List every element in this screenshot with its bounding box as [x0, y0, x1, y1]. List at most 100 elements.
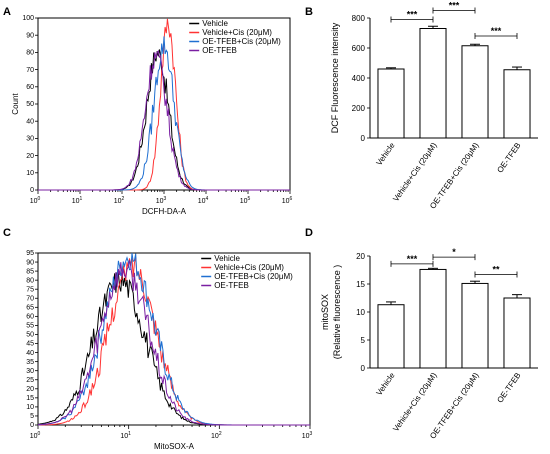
legend-entry: OE-TFEB+Cis (20μM) — [202, 37, 281, 46]
bar — [377, 68, 405, 139]
panel-label: C — [3, 227, 11, 239]
series-line — [38, 36, 290, 191]
series-line — [38, 50, 290, 191]
y-axis-title: DCF Fluorescence intensity — [330, 22, 340, 133]
y-tick-label: 25 — [26, 377, 34, 384]
y-tick-label: 85 — [26, 268, 34, 275]
y-tick-label: 60 — [26, 84, 34, 91]
y-tick-label: 90 — [26, 259, 34, 266]
significance-label: *** — [449, 1, 460, 11]
category-label: Vehicle — [374, 141, 396, 168]
y-tick-label: 80 — [26, 50, 34, 57]
y-tick-label: 55 — [26, 323, 34, 330]
y-tick-label: 90 — [26, 32, 34, 39]
bar — [461, 282, 489, 369]
y-tick-label: 30 — [26, 136, 34, 143]
x-tick-label: 101 — [120, 431, 131, 440]
x-tick-label: 100 — [30, 431, 41, 440]
x-tick-label: 101 — [72, 196, 83, 205]
bar — [461, 45, 489, 139]
legend-entry: Vehicle+Cis (20μM) — [202, 28, 272, 37]
y-tick-label: 45 — [26, 341, 34, 348]
y-tick-label: 60 — [26, 314, 34, 321]
x-tick-label: 103 — [156, 196, 167, 205]
y-tick-label: 20 — [356, 252, 365, 261]
panel-label: B — [305, 6, 313, 18]
y-axis-title: Count — [11, 93, 20, 115]
panel-label: D — [305, 227, 313, 239]
significance-label: ** — [492, 264, 500, 274]
bar — [419, 268, 447, 369]
panel-a: A 0 10 20 30 40 50 60 70 80 90 100 100 101 102 103 104 10… — [3, 6, 293, 216]
y-tick-label: 95 — [26, 250, 34, 257]
y-axis-title: mitoSOX — [320, 294, 330, 330]
significance-label: *** — [491, 26, 502, 36]
y-tick-label: 80 — [26, 277, 34, 284]
y-tick-label: 0 — [361, 134, 366, 143]
y-tick-label: 15 — [26, 395, 34, 402]
y-tick-label: 0 — [361, 364, 366, 373]
y-tick-label: 70 — [26, 67, 34, 74]
category-label: Vehicle — [374, 371, 396, 398]
x-tick-label: 106 — [282, 196, 293, 205]
legend-entry: Vehicle+Cis (20μM) — [214, 263, 284, 272]
y-tick-label: 10 — [356, 308, 365, 317]
category-label: Vehicle+Cis (20μM) — [391, 141, 439, 204]
legend-entry: Vehicle — [214, 254, 240, 263]
x-tick-label: 104 — [198, 196, 209, 205]
category-label: OE-TFEB+Cis (20μM) — [428, 141, 481, 211]
y-tick-label: 40 — [26, 350, 34, 357]
bar — [503, 297, 531, 369]
y-tick-label: 200 — [352, 104, 366, 113]
legend-entry: OE-TFEB — [214, 281, 249, 290]
panel-c: C 0 5 10 15 20 25 30 35 40 45 50 55 60 65 70 75 80 85 90 95 1… — [3, 227, 313, 451]
category-label: Vehicle+Cis (20μM) — [391, 371, 439, 434]
y-tick-label: 50 — [26, 332, 34, 339]
y-tick-label: 65 — [26, 305, 34, 312]
y-tick-label: 30 — [26, 368, 34, 375]
x-tick-label: 102 — [211, 431, 222, 440]
y-tick-label: 0 — [30, 187, 34, 194]
category-label: OE-TFEB+Cis (20μM) — [428, 371, 481, 441]
y-tick-label: 20 — [26, 386, 34, 393]
y-axis-title-2: (Relative fluorescence ) — [332, 265, 342, 360]
plot-frame — [37, 252, 311, 426]
y-tick-label: 35 — [26, 359, 34, 366]
bar — [503, 69, 531, 139]
y-tick-label: 10 — [26, 404, 34, 411]
x-tick-label: 103 — [302, 431, 313, 440]
legend-entry: OE-TFEB — [202, 46, 237, 55]
significance-label: *** — [407, 10, 418, 20]
y-tick-label: 600 — [352, 44, 366, 53]
y-tick-label: 40 — [26, 118, 34, 125]
y-tick-label: 400 — [352, 74, 366, 83]
bar — [419, 28, 447, 139]
category-label: OE-TFEB — [495, 141, 522, 175]
panel-label: A — [3, 6, 11, 18]
y-tick-label: 800 — [352, 14, 366, 23]
x-tick-label: 102 — [114, 196, 125, 205]
significance-label: * — [452, 247, 456, 257]
y-tick-label: 50 — [26, 101, 34, 108]
y-tick-label: 100 — [22, 15, 34, 22]
y-tick-label: 5 — [30, 413, 34, 420]
series-line — [37, 260, 310, 426]
significance-label: *** — [407, 254, 418, 264]
y-tick-label: 75 — [26, 286, 34, 293]
x-axis-title: MitoSOX-A — [154, 442, 195, 451]
y-tick-label: 20 — [26, 153, 34, 160]
legend-entry: Vehicle — [202, 19, 228, 28]
x-axis-title: DCFH-DA-A — [142, 207, 187, 216]
y-tick-label: 5 — [361, 336, 366, 345]
x-tick-label: 100 — [30, 196, 41, 205]
series-line — [38, 49, 290, 191]
category-label: OE-TFEB — [495, 371, 522, 405]
y-tick-label: 15 — [356, 280, 365, 289]
y-tick-label: 0 — [30, 422, 34, 429]
legend-entry: OE-TFEB+Cis (20μM) — [214, 272, 293, 281]
